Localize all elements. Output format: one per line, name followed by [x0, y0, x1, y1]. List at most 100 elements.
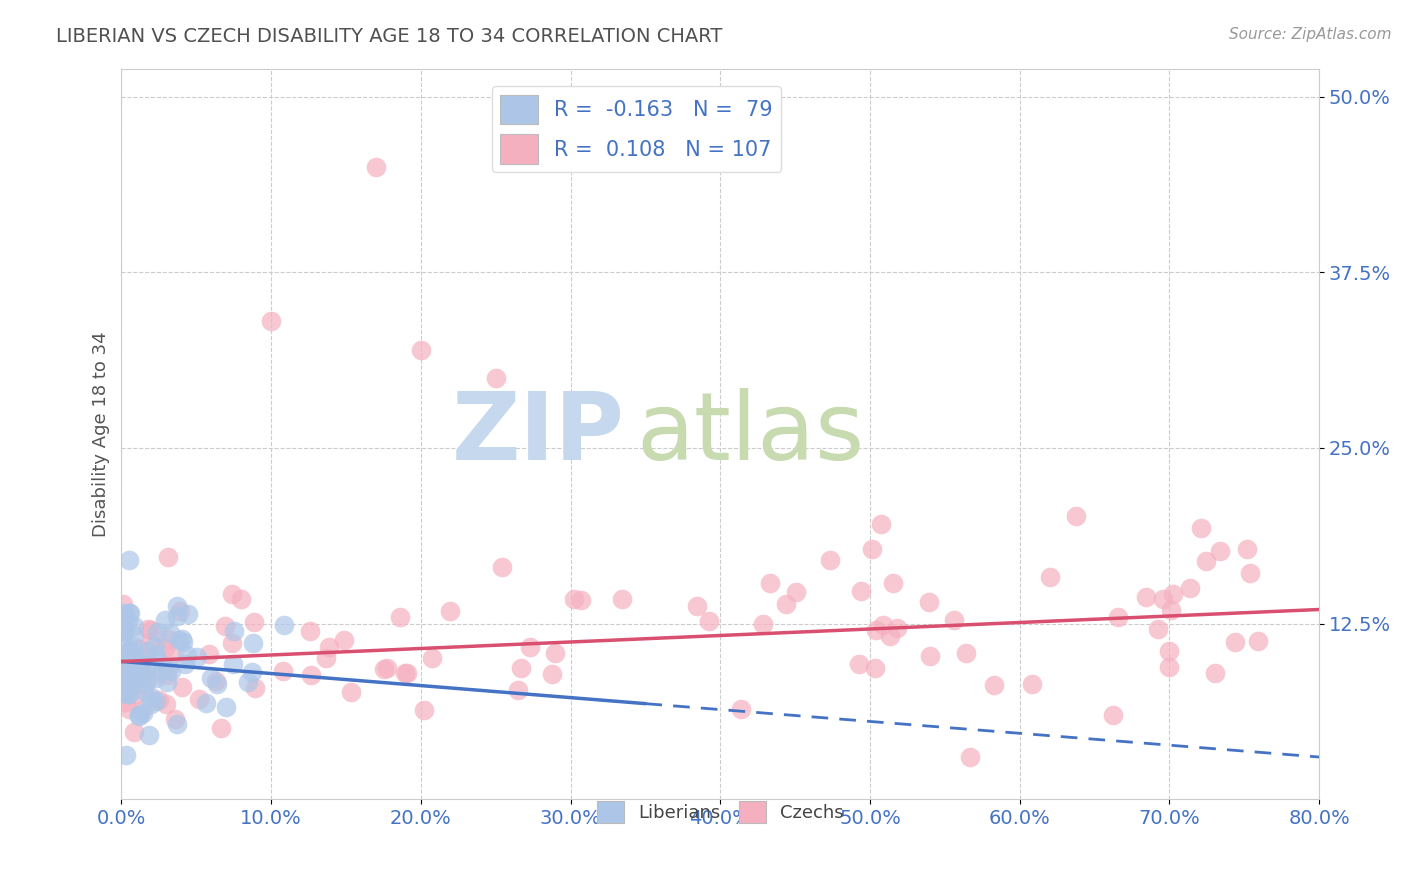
Point — [485, 370, 508, 384]
Text: atlas: atlas — [637, 388, 865, 480]
Point — [136, 644, 159, 658]
Point — [132, 666, 155, 681]
Point — [571, 592, 593, 607]
Point — [115, 682, 138, 697]
Point — [1107, 610, 1129, 624]
Point — [125, 665, 148, 679]
Point — [156, 675, 179, 690]
Point — [127, 656, 149, 670]
Point — [118, 655, 141, 669]
Point — [117, 644, 139, 658]
Point — [439, 603, 461, 617]
Point — [173, 657, 195, 671]
Point — [1239, 566, 1261, 580]
Point — [117, 686, 139, 700]
Point — [148, 693, 170, 707]
Point — [242, 636, 264, 650]
Point — [509, 660, 531, 674]
Point — [200, 672, 222, 686]
Point — [145, 672, 167, 686]
Point — [118, 606, 141, 620]
Point — [394, 666, 416, 681]
Point — [166, 609, 188, 624]
Point — [1159, 659, 1181, 673]
Point — [1189, 521, 1212, 535]
Point — [215, 700, 238, 714]
Point — [775, 597, 797, 611]
Point — [177, 607, 200, 621]
Point — [143, 640, 166, 654]
Point — [150, 664, 173, 678]
Point — [865, 661, 887, 675]
Point — [172, 632, 194, 646]
Y-axis label: Disability Age 18 to 34: Disability Age 18 to 34 — [93, 331, 110, 537]
Point — [260, 314, 283, 328]
Point — [1152, 591, 1174, 606]
Point — [508, 682, 530, 697]
Point — [146, 625, 169, 640]
Point — [872, 618, 894, 632]
Point — [169, 604, 191, 618]
Point — [759, 575, 782, 590]
Point — [375, 661, 398, 675]
Point — [519, 640, 541, 654]
Point — [136, 623, 159, 637]
Point — [115, 654, 138, 668]
Point — [145, 653, 167, 667]
Point — [122, 724, 145, 739]
Point — [222, 657, 245, 671]
Point — [124, 669, 146, 683]
Point — [882, 576, 904, 591]
Point — [1209, 544, 1232, 558]
Point — [112, 598, 135, 612]
Point — [612, 592, 634, 607]
Point — [163, 712, 186, 726]
Point — [339, 685, 361, 699]
Point — [131, 706, 153, 720]
Point — [240, 665, 263, 679]
Point — [697, 614, 720, 628]
Point — [117, 614, 139, 628]
Point — [159, 625, 181, 640]
Point — [138, 728, 160, 742]
Point — [865, 623, 887, 637]
Point — [167, 632, 190, 647]
Point — [918, 595, 941, 609]
Point — [1194, 554, 1216, 568]
Point — [138, 672, 160, 686]
Point — [1064, 508, 1087, 523]
Point — [138, 658, 160, 673]
Point — [134, 684, 156, 698]
Point — [409, 343, 432, 357]
Point — [124, 619, 146, 633]
Point — [131, 703, 153, 717]
Point — [879, 629, 901, 643]
Point — [886, 620, 908, 634]
Point — [273, 618, 295, 632]
Point — [318, 640, 340, 654]
Point — [194, 696, 217, 710]
Point — [1160, 603, 1182, 617]
Point — [112, 625, 135, 640]
Point — [1178, 582, 1201, 596]
Point — [155, 697, 177, 711]
Point — [114, 695, 136, 709]
Point — [115, 748, 138, 763]
Point — [214, 619, 236, 633]
Point — [112, 607, 135, 621]
Point — [153, 640, 176, 655]
Point — [420, 651, 443, 665]
Point — [540, 666, 562, 681]
Point — [1204, 666, 1226, 681]
Point — [860, 541, 883, 556]
Point — [983, 678, 1005, 692]
Text: LIBERIAN VS CZECH DISABILITY AGE 18 TO 34 CORRELATION CHART: LIBERIAN VS CZECH DISABILITY AGE 18 TO 3… — [56, 27, 723, 45]
Point — [157, 632, 180, 647]
Point — [122, 670, 145, 684]
Point — [959, 750, 981, 764]
Point — [236, 674, 259, 689]
Point — [396, 666, 419, 681]
Point — [172, 680, 194, 694]
Point — [205, 673, 228, 688]
Point — [118, 553, 141, 567]
